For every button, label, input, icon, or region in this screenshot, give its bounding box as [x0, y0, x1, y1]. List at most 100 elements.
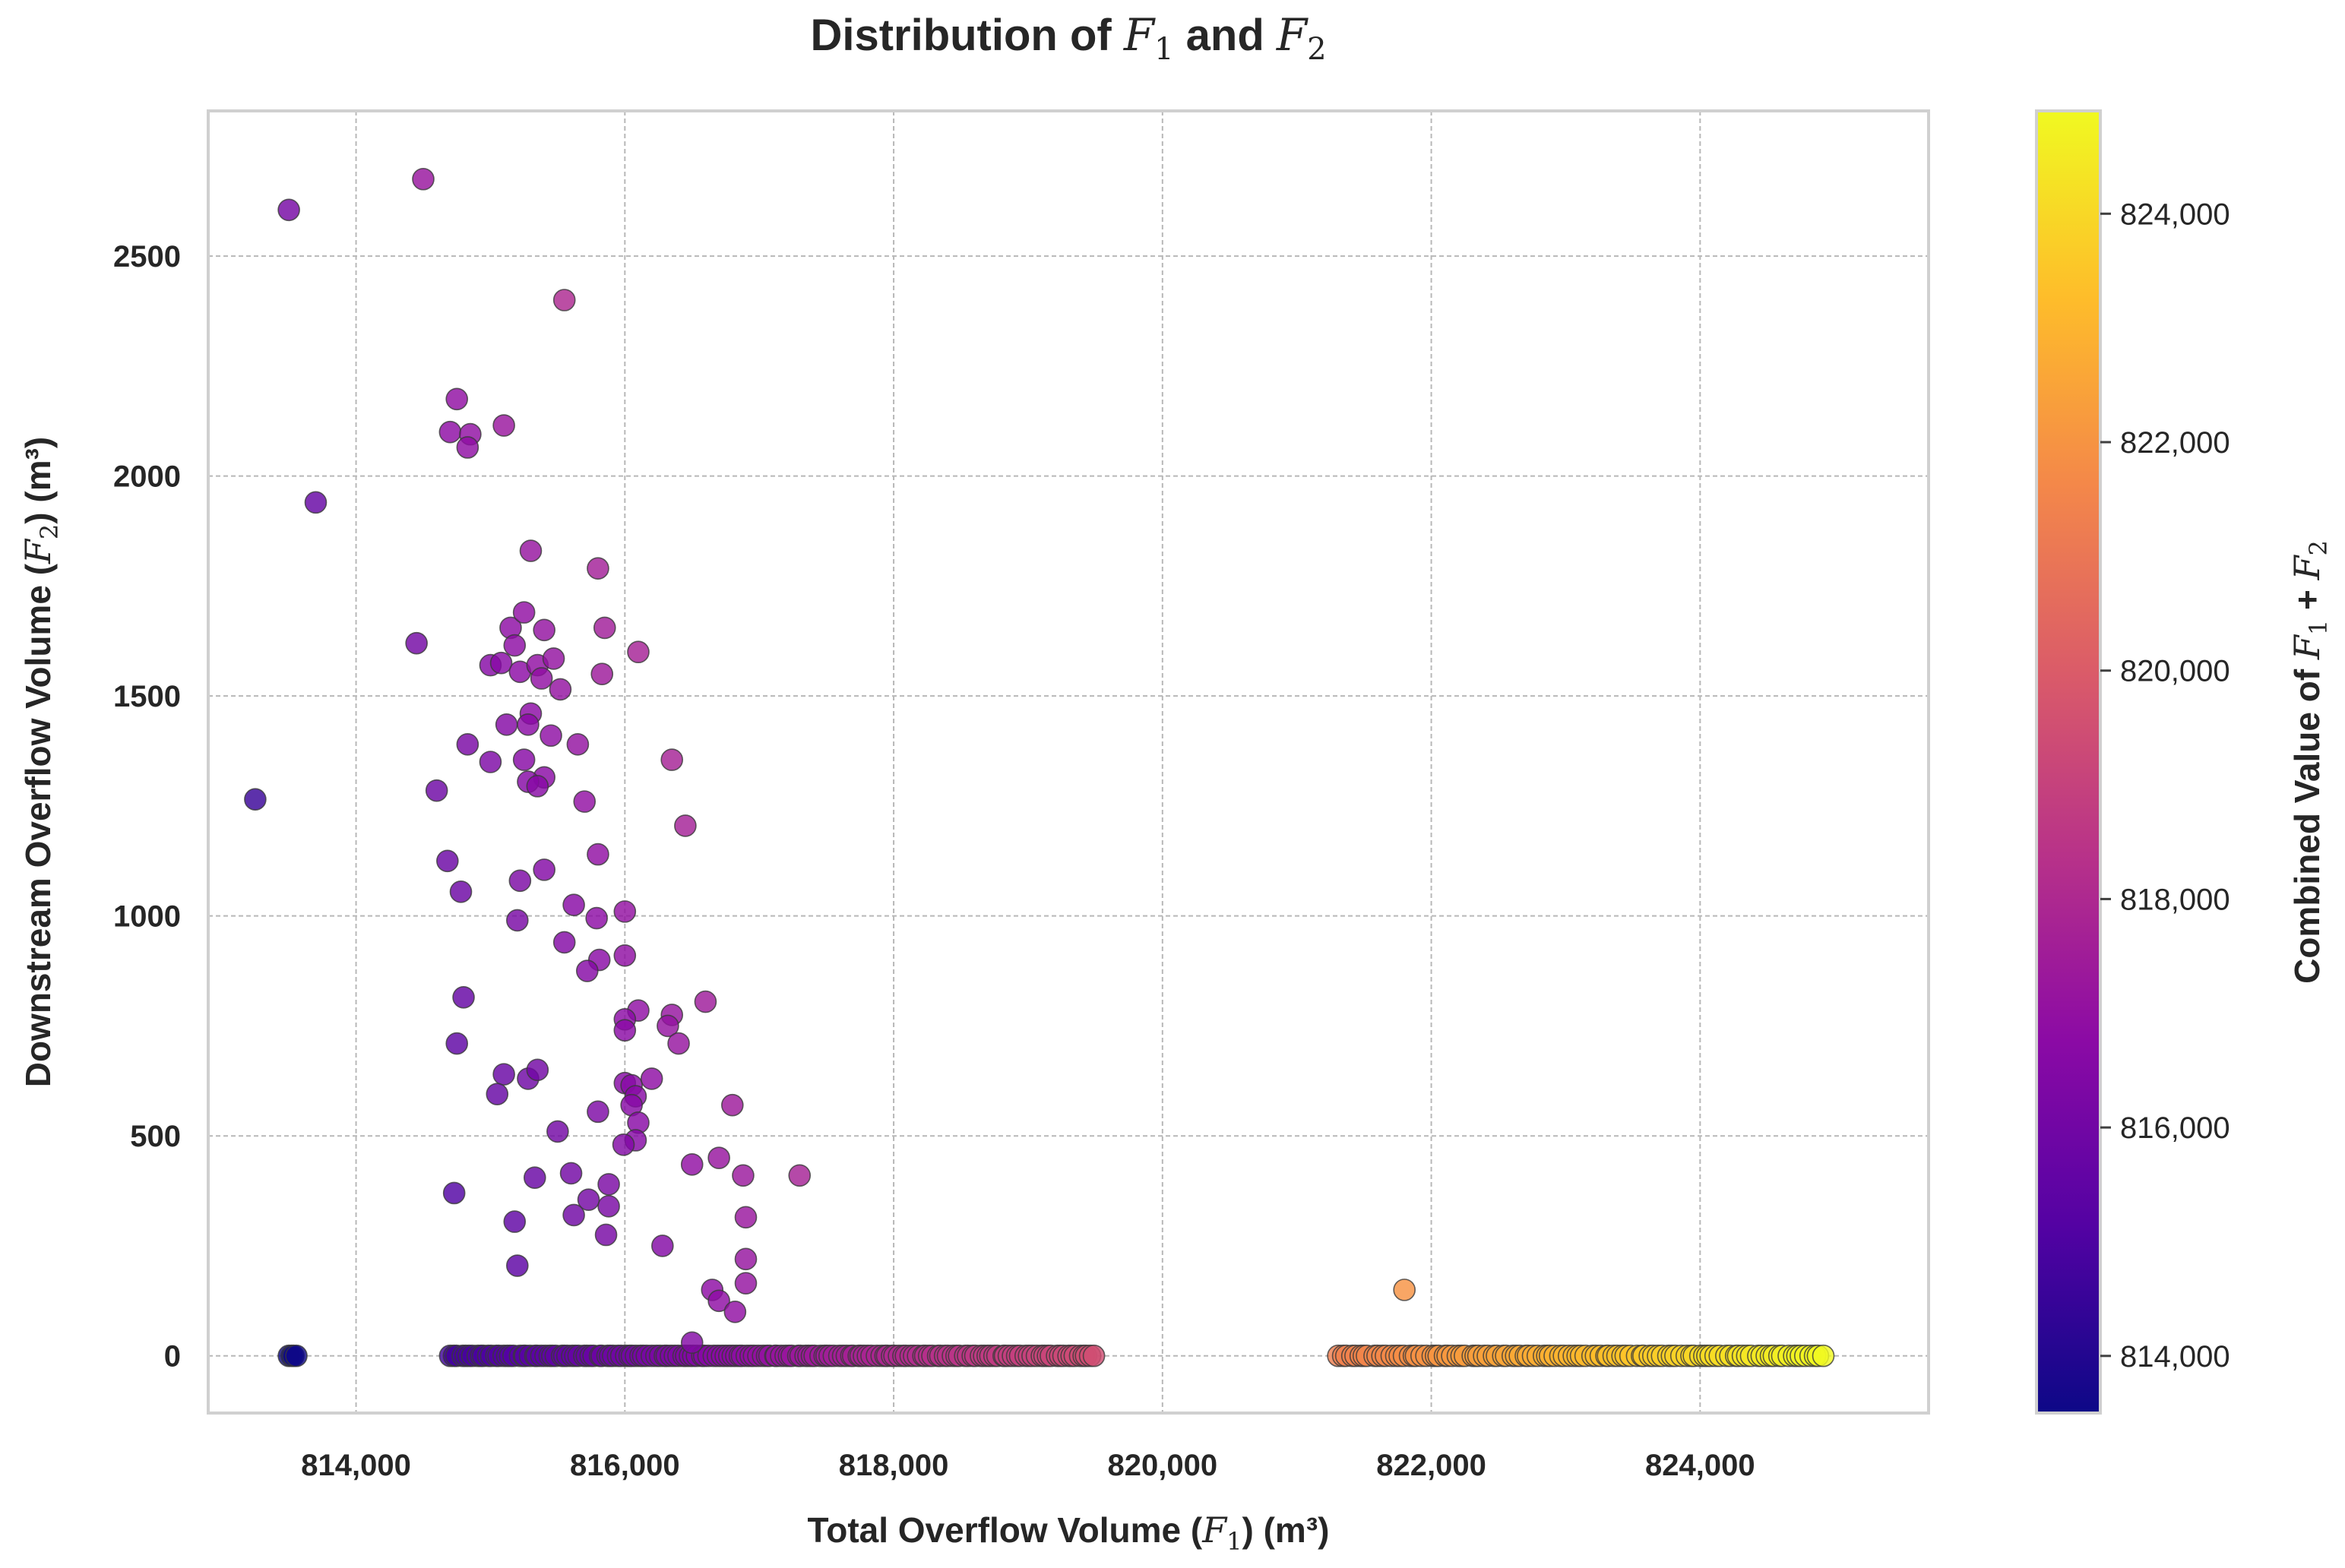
colorbar — [2035, 109, 2102, 1415]
data-point — [1393, 1279, 1416, 1301]
data-point — [1082, 1344, 1106, 1367]
data-point — [277, 198, 300, 222]
x-tick-label: 814,000 — [301, 1449, 411, 1482]
data-point — [734, 1206, 758, 1229]
data-point — [533, 618, 555, 642]
chart-title-mid: and — [1174, 11, 1277, 60]
x-axis-label-suffix: ) (m³) — [1242, 1510, 1330, 1550]
data-point — [449, 880, 473, 903]
data-point — [405, 631, 428, 655]
data-point — [694, 990, 717, 1013]
data-point — [680, 1331, 704, 1355]
data-point — [526, 775, 549, 798]
data-point — [587, 1100, 609, 1124]
data-point — [613, 900, 637, 923]
colorbar-label-sub2: 2 — [2304, 540, 2333, 555]
y-tick-label: 0 — [164, 1340, 181, 1374]
data-point — [512, 748, 536, 771]
data-point — [612, 1133, 635, 1156]
data-point — [549, 678, 572, 701]
y-axis-label-var: F — [17, 538, 59, 564]
colorbar-tick-label: 824,000 — [2120, 198, 2230, 231]
colorbar-label-sub1: 1 — [2304, 620, 2333, 635]
y-tick-label: 1000 — [113, 900, 181, 934]
chart-title: Distribution of F1 and F2 — [810, 9, 1326, 67]
colorbar-tick-label: 818,000 — [2120, 883, 2230, 916]
data-point — [660, 748, 684, 771]
data-point — [244, 788, 267, 811]
x-tick-label: 816,000 — [570, 1449, 680, 1482]
data-point — [559, 1162, 583, 1185]
colorbar-tick-label: 816,000 — [2120, 1111, 2230, 1145]
data-point — [506, 909, 529, 932]
data-point — [667, 1032, 690, 1055]
data-point — [492, 414, 515, 437]
chart-title-var1: F — [1123, 9, 1156, 61]
x-tick-label: 818,000 — [839, 1449, 949, 1482]
chart-title-sub1: 1 — [1154, 32, 1173, 67]
data-point — [533, 858, 555, 881]
y-axis-label: Downstream Overflow Volume (F2) (m³) — [17, 437, 64, 1088]
data-point — [552, 289, 576, 311]
data-point — [508, 869, 532, 893]
y-tick-label: 500 — [130, 1120, 181, 1153]
data-point — [438, 420, 462, 444]
data-point — [492, 1063, 515, 1086]
data-point — [552, 931, 576, 954]
data-point — [452, 985, 475, 1009]
data-point — [613, 944, 637, 967]
colorbar-label: Combined Value of F1 + F2 — [2286, 540, 2333, 984]
y-tick-label: 1500 — [113, 680, 181, 713]
x-axis-label-var: F — [1201, 1510, 1228, 1551]
data-point — [597, 1173, 620, 1196]
colorbar-ticks: 814,000 816,000 818,000 820,000 822,000 824,0… — [2100, 198, 2230, 1374]
colorbar-label-var1: F — [2286, 634, 2328, 660]
y-axis-ticks: 0 500 1000 1500 2000 2500 — [113, 240, 181, 1374]
data-point — [512, 601, 536, 624]
colorbar-tick-label: 814,000 — [2120, 1340, 2230, 1374]
data-point — [640, 1067, 663, 1090]
x-axis-label: Total Overflow Volume (F1) (m³) — [808, 1510, 1330, 1556]
chart-title-sub2: 2 — [1307, 32, 1326, 67]
data-point — [721, 1093, 744, 1117]
data-point — [674, 814, 697, 837]
data-point — [594, 1223, 618, 1247]
data-point — [526, 1058, 549, 1082]
data-point — [734, 1247, 758, 1271]
data-point — [566, 733, 590, 756]
data-point — [517, 713, 540, 736]
data-point — [412, 167, 435, 191]
data-point — [585, 906, 608, 930]
x-tick-label: 822,000 — [1376, 1449, 1486, 1482]
data-point — [680, 1153, 704, 1176]
data-point — [577, 1188, 600, 1211]
data-point — [540, 724, 562, 748]
data-point — [542, 647, 565, 670]
data-point — [575, 959, 599, 982]
data-point — [495, 713, 518, 736]
chart-title-var2: F — [1276, 9, 1309, 61]
data-point — [587, 842, 609, 866]
data-point — [651, 1234, 674, 1257]
data-point — [657, 1014, 679, 1038]
data-point — [788, 1164, 812, 1187]
data-point — [734, 1272, 758, 1295]
data-point — [1812, 1344, 1835, 1367]
data-point — [707, 1146, 730, 1169]
data-point — [590, 662, 614, 685]
colorbar-label-mid: + — [2287, 580, 2327, 619]
data-point — [562, 1203, 585, 1227]
x-tick-label: 820,000 — [1108, 1449, 1218, 1482]
data-point — [546, 1120, 569, 1143]
data-point — [573, 790, 597, 813]
data-point — [506, 1254, 529, 1277]
data-point — [732, 1164, 755, 1187]
y-tick-label: 2000 — [113, 460, 181, 494]
x-axis-ticks: 814,000 816,000 818,000 820,000 822,000 824,0… — [301, 1449, 1755, 1482]
colorbar-label-prefix: Combined Value of — [2287, 659, 2327, 984]
data-point — [519, 539, 543, 562]
x-axis-label-prefix: Total Overflow Volume ( — [808, 1510, 1203, 1550]
data-point — [613, 1019, 637, 1042]
data-point — [503, 1210, 527, 1233]
